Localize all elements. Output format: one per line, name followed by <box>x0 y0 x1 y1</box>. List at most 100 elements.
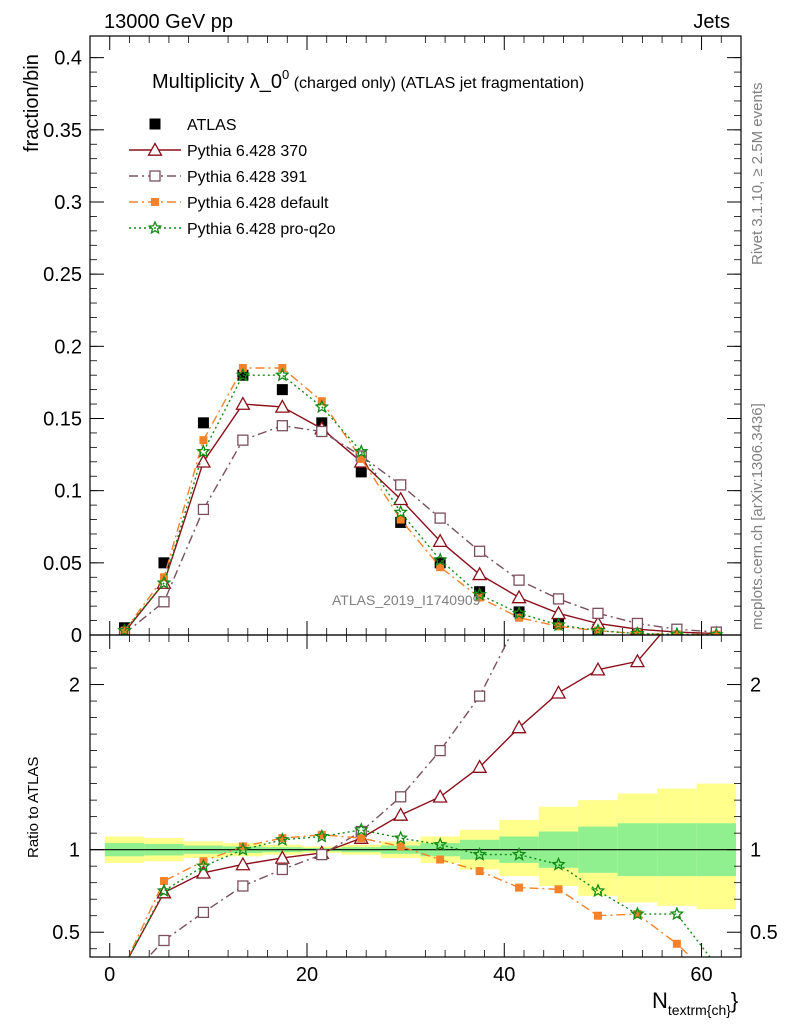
x-axis-label: Ntextrm{ch}} <box>652 988 738 1018</box>
data-point <box>235 367 251 382</box>
data-point <box>472 586 487 601</box>
y-axis-label-ratio: Ratio to ATLAS <box>25 757 42 858</box>
legend-label: ATLAS <box>187 117 237 134</box>
main-ytick-label: 0.25 <box>43 264 82 286</box>
main-ytick-label: 0.4 <box>54 48 82 70</box>
ratio-point <box>550 684 567 699</box>
header-jets-label: Jets <box>693 11 730 33</box>
data-point <box>396 515 405 524</box>
data-point <box>355 466 367 478</box>
ratio-point <box>554 514 564 524</box>
legend-label: Pythia 6.428 pro-q2o <box>187 221 336 238</box>
ratio-point <box>475 867 484 876</box>
legend-marker <box>149 118 161 130</box>
ratio-point <box>711 267 721 277</box>
data-point <box>393 504 409 519</box>
legend-label: Pythia 6.428 370 <box>187 143 307 160</box>
ratio-ytick-label-right: 2 <box>750 675 761 697</box>
ratio-point <box>672 939 681 948</box>
ratio-point <box>432 788 448 803</box>
plot-title: Multiplicity λ_00 (charged only) (ATLAS … <box>152 67 584 93</box>
data-point <box>472 566 488 581</box>
title-sup: 0 <box>282 67 289 82</box>
ratio-frame <box>89 634 742 958</box>
ratio-point <box>314 828 330 843</box>
data-point <box>357 454 366 463</box>
data-point <box>669 626 685 635</box>
ratio-point <box>710 562 723 574</box>
ratio-point <box>197 906 210 919</box>
ratio-point <box>551 856 566 871</box>
ratio-line <box>127 834 692 957</box>
data-point <box>513 574 525 586</box>
data-point <box>314 399 330 414</box>
ratio-pythia-6-428-pro-q2o <box>128 822 711 957</box>
data-point <box>158 596 170 608</box>
legend-entry-pythia-6-428-391: Pythia 6.428 391 <box>129 169 307 186</box>
data-point <box>316 425 328 438</box>
ratio-point <box>672 300 682 310</box>
ratio-point <box>317 830 326 839</box>
ratio-point <box>472 846 487 861</box>
ratio-point <box>712 978 720 986</box>
ratio-point <box>629 653 646 668</box>
ratio-point <box>554 885 563 894</box>
series-line <box>124 424 717 635</box>
data-point <box>473 545 486 557</box>
ratio-point <box>590 661 606 676</box>
data-point <box>592 607 604 619</box>
data-point <box>395 479 407 491</box>
ratio-point <box>511 846 527 861</box>
ratio-point <box>196 858 211 873</box>
data-point <box>158 557 170 569</box>
ratio-point <box>235 842 251 856</box>
ratio-point <box>156 883 172 898</box>
main-ytick-label: 0.2 <box>54 336 82 358</box>
data-point <box>513 606 525 618</box>
data-point <box>672 630 681 635</box>
ratio-point <box>511 719 527 734</box>
ratio-point <box>593 911 602 920</box>
data-point <box>199 436 208 445</box>
ratio-point <box>630 906 645 921</box>
ratio-point <box>393 830 409 845</box>
data-point <box>196 444 211 458</box>
ratio-point <box>434 744 446 757</box>
data-point <box>432 533 448 548</box>
ratio-point <box>274 832 290 846</box>
legend-label: Pythia 6.428 391 <box>187 169 307 186</box>
ratio-ytick-label: 2 <box>69 675 80 697</box>
xtick-label: 40 <box>493 964 515 986</box>
ratio-point <box>353 822 369 837</box>
data-point <box>590 623 606 635</box>
y-axis-label-main: fraction/bin <box>21 54 43 152</box>
xtick-label: 60 <box>690 964 712 986</box>
mcplots-label: mcplots.cern.ch [arXiv:1306.3436] <box>749 403 766 630</box>
ratio-line <box>128 829 711 957</box>
ratio-point <box>316 848 328 861</box>
uncertainty-bands <box>90 783 741 910</box>
legend-marker <box>147 220 163 235</box>
ratio-point <box>357 834 366 843</box>
data-point <box>551 617 566 632</box>
ratio-point <box>158 934 170 947</box>
data-point <box>276 420 288 432</box>
main-ytick-label: 0.15 <box>43 408 82 430</box>
xtick-label: 0 <box>104 964 115 986</box>
ratio-ytick-label-right: 0.5 <box>750 922 778 944</box>
ratio-point <box>395 791 407 803</box>
analysis-watermark: ATLAS_2019_I1740909 <box>332 592 481 608</box>
ratio-point <box>276 863 288 876</box>
ratio-point <box>633 910 642 919</box>
ratio-point <box>237 880 249 892</box>
ratio-point <box>238 842 247 851</box>
ratio-series-layer <box>127 267 723 986</box>
legend-marker <box>151 198 159 206</box>
ratio-ytick-label-right: 1 <box>750 840 761 862</box>
ratio-point <box>195 864 212 879</box>
ratio-point <box>436 855 445 864</box>
series-pythia-6-428-pro-q2o <box>117 367 724 635</box>
ratio-point <box>396 842 405 851</box>
ratio-point <box>278 834 287 843</box>
main-ytick-label: 0.3 <box>54 192 82 214</box>
